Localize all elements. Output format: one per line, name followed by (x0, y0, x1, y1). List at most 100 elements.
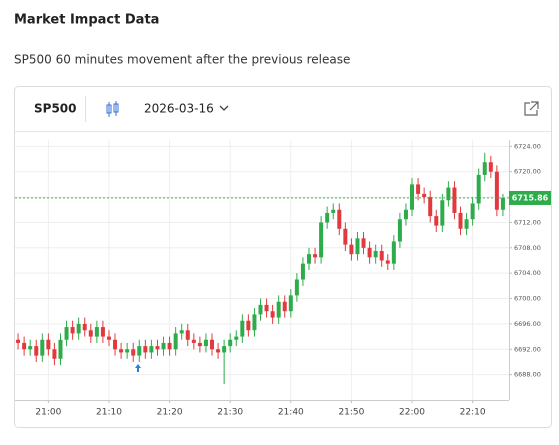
candle-body (331, 209, 336, 213)
candle-body (155, 346, 160, 350)
candle-body (240, 320, 245, 337)
x-tick-label: 21:30 (217, 408, 243, 418)
candle-body (422, 193, 427, 198)
x-tick-label: 21:10 (96, 408, 122, 418)
candle-body (434, 216, 439, 226)
candle-body (216, 349, 221, 353)
candle-body (349, 244, 354, 255)
candle-body (313, 254, 318, 258)
candle-body (252, 314, 257, 331)
candle-body (28, 346, 33, 350)
candle-body (149, 346, 154, 353)
candle-body (270, 311, 275, 318)
y-tick-label: 6692.00 (514, 345, 541, 353)
candle-body (113, 339, 118, 350)
candle-body (482, 162, 487, 175)
release-marker (135, 364, 141, 372)
candle-body (137, 346, 142, 356)
candle-body (76, 323, 81, 334)
candle-body (179, 330, 184, 334)
candle-body (440, 200, 445, 226)
candle-body (210, 339, 215, 350)
candle-body (282, 301, 287, 312)
candle-body (40, 339, 45, 356)
candle-body (222, 346, 227, 353)
candle-body (16, 339, 21, 343)
candle-body (197, 342, 202, 347)
candle-body (294, 279, 299, 296)
current-price-box (509, 190, 551, 205)
candle-body (337, 209, 342, 229)
candle-body (385, 260, 390, 264)
candle-body (246, 320, 251, 331)
candle-body (88, 330, 93, 337)
date-picker[interactable]: 2026-03-16 (144, 102, 214, 116)
candle-body (203, 339, 208, 347)
current-price-label: 6715.86 (512, 193, 549, 202)
chevron[interactable] (219, 105, 229, 111)
candle-body (167, 342, 172, 350)
y-tick-label: 6712.00 (514, 218, 541, 226)
candle-icon[interactable] (106, 101, 119, 117)
candle-body (379, 250, 384, 261)
candle-body (264, 304, 269, 312)
candle-body (161, 342, 166, 350)
candle-body (52, 349, 57, 359)
x-tick-label: 22:10 (460, 408, 486, 418)
candle-body (470, 203, 475, 220)
candle-body (131, 349, 136, 356)
candle-body (300, 263, 305, 280)
x-tick-label: 21:50 (338, 408, 364, 418)
candle-body (173, 333, 178, 350)
x-tick-label: 22:00 (399, 408, 425, 418)
candle-body (234, 336, 239, 340)
candle-body (82, 323, 87, 331)
candle-body (58, 339, 63, 359)
external-link-icon[interactable] (524, 101, 539, 116)
candle-body (22, 342, 27, 350)
candle-body (410, 184, 415, 210)
candle-body (106, 336, 111, 340)
candle-body (325, 212, 330, 223)
candle-body (458, 212, 463, 229)
candle-body (319, 222, 324, 258)
candle-body (488, 162, 493, 172)
candle-body (416, 184, 421, 194)
candle-body (476, 174, 481, 204)
candle-body (191, 339, 196, 343)
x-tick-label: 21:20 (157, 408, 183, 418)
y-tick-label: 6696.00 (514, 320, 541, 328)
candle-body (367, 247, 372, 258)
candle-body (258, 304, 263, 315)
candle-body (391, 241, 396, 264)
candle-body (185, 330, 190, 340)
candle-body (276, 301, 281, 318)
x-tick-label: 21:40 (278, 408, 304, 418)
card (14, 86, 552, 428)
y-tick-label: 6700.00 (514, 295, 541, 303)
candle-body (361, 238, 366, 248)
candle-body (119, 349, 124, 353)
candle-body (143, 346, 148, 353)
title: Market Impact Data (14, 13, 159, 28)
candle-body (428, 197, 433, 217)
y-tick-label: 6720.00 (514, 168, 541, 176)
candle-body (446, 187, 451, 201)
candle-body (403, 209, 408, 220)
candle-body (34, 346, 39, 356)
y-tick-label: 6724.00 (514, 142, 541, 150)
candle-body (288, 295, 293, 312)
candle-body (494, 171, 499, 210)
candle-body (64, 327, 69, 340)
candle-body (46, 339, 51, 350)
candle-body (228, 339, 233, 347)
candle-body (94, 327, 99, 337)
candle-body (373, 250, 378, 258)
candle-body (500, 197, 505, 210)
candle-body (343, 228, 348, 245)
symbol[interactable]: SP500 (34, 102, 77, 116)
x-tick-label: 21:00 (35, 408, 61, 418)
candle-body (452, 187, 457, 213)
subtitle: SP500 60 minutes movement after the prev… (14, 53, 350, 67)
